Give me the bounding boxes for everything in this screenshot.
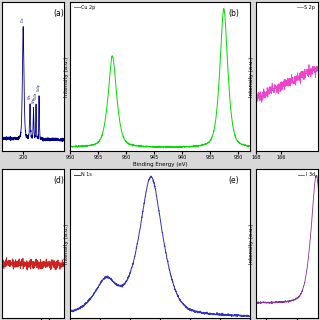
Legend: N 1s: N 1s (73, 172, 93, 178)
Y-axis label: Intensity (a.u.): Intensity (a.u.) (64, 223, 69, 264)
Text: S2p: S2p (32, 97, 36, 103)
Text: (e): (e) (228, 176, 239, 185)
Legend: I 3d: I 3d (298, 172, 316, 178)
Text: (b): (b) (228, 9, 239, 18)
Text: Cu3s: Cu3s (34, 92, 38, 99)
Text: C1s: C1s (21, 16, 25, 22)
Text: (a): (a) (53, 9, 64, 18)
X-axis label: Binding Energy (eV): Binding Energy (eV) (133, 162, 187, 167)
Y-axis label: Intensity (a.u.): Intensity (a.u.) (249, 223, 254, 264)
Text: Cu3p: Cu3p (37, 84, 41, 92)
Text: S2s: S2s (28, 94, 32, 99)
Y-axis label: Intensity (a.u.): Intensity (a.u.) (249, 56, 254, 97)
Y-axis label: Intensity (a.u.): Intensity (a.u.) (64, 56, 69, 97)
Text: (d): (d) (53, 176, 64, 185)
Legend: S 2p: S 2p (296, 4, 316, 11)
Legend: Cu 2p: Cu 2p (73, 4, 96, 11)
